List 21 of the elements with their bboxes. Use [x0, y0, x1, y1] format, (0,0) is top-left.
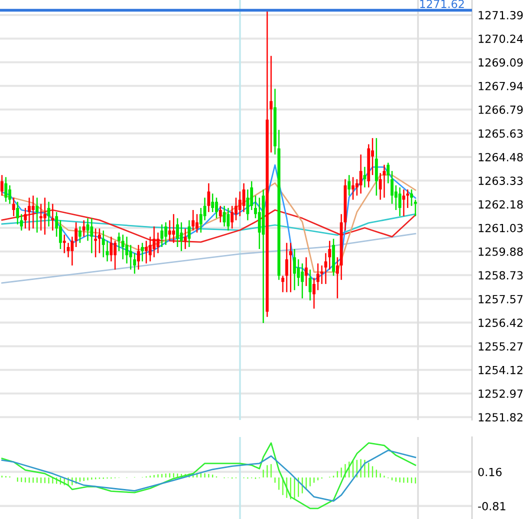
y-tick-label: 1256.42	[478, 318, 522, 327]
y-tick-label: 1265.63	[478, 129, 523, 138]
y-tick-label: 1263.33	[478, 176, 523, 185]
ref-line-label: 1271.62	[420, 0, 464, 8]
y-tick-label: 1259.88	[478, 247, 523, 256]
y-tick-label: 1257.57	[478, 294, 523, 304]
y-tick-label: 1251.82	[478, 413, 522, 422]
y-tick-label: 1262.18	[478, 200, 523, 209]
y-tick-label: 1252.97	[478, 389, 523, 398]
y-tick-label: 1266.79	[478, 105, 523, 114]
y-tick-label: 1269.09	[478, 58, 523, 67]
y-tick-label: 1254.12	[478, 366, 522, 374]
y-tick-label: 1264.48	[478, 152, 523, 162]
y-tick-label: 1271.39	[478, 10, 523, 20]
y-tick-label: 1267.94	[478, 82, 523, 90]
y-tick-label: 1255.27	[478, 342, 523, 351]
y-tick-label: 1258.73	[478, 271, 523, 280]
y-tick-label: -0.81	[478, 502, 506, 510]
y-tick-label: 1261.03	[478, 224, 523, 232]
y-tick-label: 0.16	[478, 468, 502, 476]
y-tick-label: 1270.24	[478, 34, 523, 44]
